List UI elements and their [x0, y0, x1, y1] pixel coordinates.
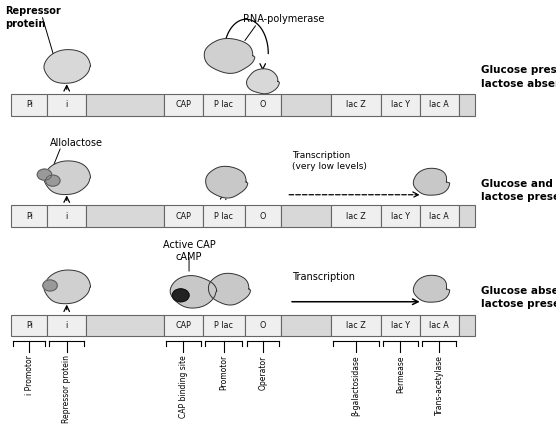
Bar: [281, 315, 331, 336]
Bar: [164, 94, 203, 116]
Text: lac A: lac A: [429, 100, 449, 110]
Text: Operator: Operator: [258, 355, 267, 389]
Bar: [47, 205, 86, 227]
Bar: [203, 315, 245, 336]
Text: Glucose absent,
lactose present: Glucose absent, lactose present: [481, 286, 556, 309]
Text: lac A: lac A: [429, 321, 449, 330]
Bar: [164, 315, 203, 336]
Text: Transcription: Transcription: [292, 273, 355, 282]
Text: CAP binding site: CAP binding site: [179, 355, 188, 418]
Bar: [11, 94, 47, 116]
Text: CAP: CAP: [176, 211, 191, 221]
Bar: [203, 94, 245, 116]
Text: Pi: Pi: [26, 321, 33, 330]
Text: P lac: P lac: [214, 100, 234, 110]
Bar: [245, 94, 281, 116]
Bar: [11, 315, 47, 336]
Text: lac Z: lac Z: [346, 211, 366, 221]
Text: β-galactosidase: β-galactosidase: [351, 355, 360, 416]
Text: i: i: [66, 211, 68, 221]
Bar: [331, 315, 381, 336]
Text: Pi: Pi: [26, 211, 33, 221]
Bar: [11, 205, 47, 227]
Text: lac Y: lac Y: [391, 211, 410, 221]
Bar: [281, 205, 331, 227]
Text: P lac: P lac: [214, 321, 234, 330]
Polygon shape: [170, 276, 217, 308]
Text: lac Y: lac Y: [391, 100, 410, 110]
Text: O: O: [260, 211, 266, 221]
Bar: [420, 315, 459, 336]
Text: lac Z: lac Z: [346, 321, 366, 330]
Bar: [420, 94, 459, 116]
Text: Allolactose: Allolactose: [50, 138, 103, 149]
Text: i: i: [66, 100, 68, 110]
Bar: [331, 94, 381, 116]
Circle shape: [46, 175, 60, 186]
Text: P lac: P lac: [214, 211, 234, 221]
Text: Glucose present,
lactose absent: Glucose present, lactose absent: [481, 65, 556, 89]
Bar: [381, 94, 420, 116]
Text: lac Z: lac Z: [346, 100, 366, 110]
Text: Transcription
(very low levels): Transcription (very low levels): [292, 151, 367, 171]
Text: Promotor: Promotor: [219, 355, 229, 390]
Text: lac Y: lac Y: [391, 321, 410, 330]
Bar: [86, 94, 164, 116]
Text: Active CAP
cAMP: Active CAP cAMP: [163, 240, 215, 262]
Bar: [86, 205, 164, 227]
Polygon shape: [413, 168, 450, 195]
Circle shape: [172, 289, 189, 302]
Bar: [164, 205, 203, 227]
Text: RNA-polymerase: RNA-polymerase: [244, 14, 325, 24]
Text: O: O: [260, 100, 266, 110]
Text: Permease: Permease: [396, 355, 405, 393]
Text: lac A: lac A: [429, 211, 449, 221]
Bar: [381, 205, 420, 227]
Polygon shape: [208, 273, 251, 305]
Bar: [245, 315, 281, 336]
Text: CAP: CAP: [176, 321, 191, 330]
Polygon shape: [413, 275, 450, 302]
Text: i: i: [66, 321, 68, 330]
Text: i Promotor: i Promotor: [24, 355, 34, 395]
Bar: [381, 315, 420, 336]
Bar: [203, 205, 245, 227]
Text: CAP: CAP: [176, 100, 191, 110]
Polygon shape: [204, 39, 255, 73]
Text: Pi: Pi: [26, 100, 33, 110]
Text: Repressor protein: Repressor protein: [62, 355, 71, 423]
Polygon shape: [44, 161, 91, 195]
Polygon shape: [206, 166, 248, 198]
Polygon shape: [246, 69, 280, 94]
Text: Trans-acetylase: Trans-acetylase: [435, 355, 444, 415]
Circle shape: [43, 280, 57, 291]
Bar: [47, 94, 86, 116]
Bar: [331, 205, 381, 227]
Text: Glucose and
lactose present: Glucose and lactose present: [481, 179, 556, 202]
Circle shape: [37, 169, 52, 180]
Polygon shape: [44, 270, 91, 304]
Text: Repressor
protein: Repressor protein: [6, 6, 61, 29]
Bar: [86, 315, 164, 336]
Bar: [281, 94, 331, 116]
Bar: [47, 315, 86, 336]
Bar: [245, 205, 281, 227]
Bar: [459, 315, 475, 336]
Bar: [459, 94, 475, 116]
Bar: [420, 205, 459, 227]
Bar: [459, 205, 475, 227]
Polygon shape: [44, 50, 91, 83]
Text: O: O: [260, 321, 266, 330]
